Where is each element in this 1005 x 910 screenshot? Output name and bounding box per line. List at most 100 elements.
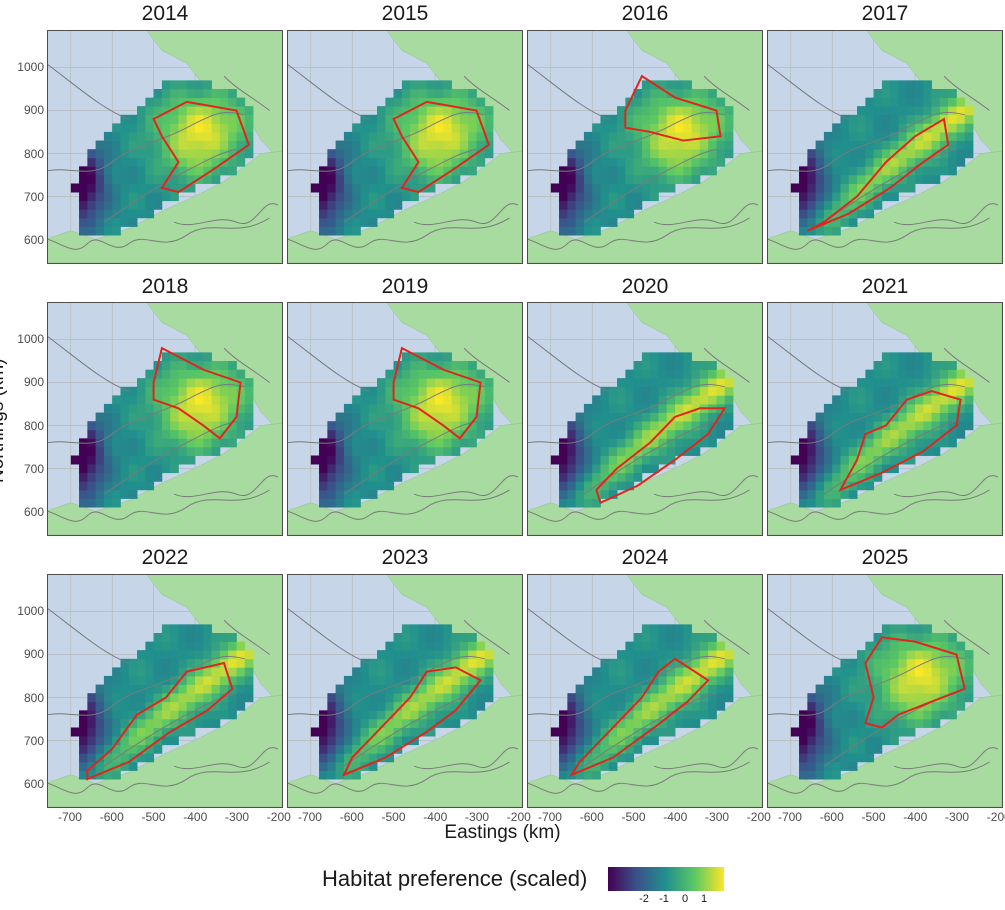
y-tick-label: 900 (23, 103, 44, 118)
preference-cell (170, 166, 179, 176)
preference-cell (923, 421, 932, 431)
preference-cell (385, 395, 395, 405)
preference-cell (401, 684, 411, 694)
preference-cell (103, 131, 113, 141)
preference-cell (343, 140, 353, 150)
preference-cell (658, 727, 668, 737)
preference-cell (410, 412, 419, 422)
preference-cell (385, 718, 395, 728)
preference-cell (70, 727, 80, 737)
preference-cell (161, 395, 171, 405)
preference-cell (360, 675, 370, 685)
x-tick-label: -600 (579, 810, 604, 824)
preference-cell (890, 650, 899, 660)
preference-cell (426, 123, 436, 133)
preference-cell (203, 89, 212, 98)
preference-cell (592, 489, 601, 499)
preference-cell (459, 395, 469, 405)
preference-cell (848, 149, 858, 159)
x-tick-label: -400 (423, 810, 448, 824)
preference-cell (352, 736, 361, 746)
preference-cell (459, 89, 469, 98)
preference-cell (228, 658, 237, 668)
preference-cell (956, 386, 966, 396)
preference-cell (203, 403, 212, 413)
preference-cell (393, 412, 403, 422)
preference-cell (401, 650, 411, 660)
preference-cell (178, 149, 188, 159)
preference-cell (145, 166, 155, 176)
preference-cell (103, 183, 113, 193)
preference-cell (675, 650, 684, 660)
preference-cell (443, 166, 452, 176)
preference-cell (915, 718, 924, 728)
preference-cell (815, 455, 825, 465)
preference-cell (575, 140, 585, 150)
preference-cell (675, 633, 684, 642)
preference-cell (451, 140, 461, 150)
preference-cell (865, 403, 875, 413)
preference-cell (418, 701, 428, 711)
preference-cell (915, 174, 924, 184)
preference-cell (840, 481, 850, 491)
preference-cell (360, 718, 370, 728)
x-tick-label: -400 (663, 810, 688, 824)
preference-cell (592, 395, 601, 405)
preference-cell (195, 641, 204, 651)
preference-cell (939, 106, 949, 116)
preference-cell (890, 684, 899, 694)
preference-cell (476, 650, 486, 660)
preference-cell (170, 658, 179, 668)
preference-cell (633, 140, 643, 150)
preference-cell (161, 80, 171, 90)
preference-cell (244, 395, 254, 405)
preference-cell (476, 641, 486, 651)
preference-cell (128, 684, 138, 694)
preference-cell (368, 481, 378, 491)
preference-cell (683, 352, 692, 362)
preference-cell (186, 455, 196, 465)
preference-cell (435, 633, 444, 642)
preference-cell (600, 744, 610, 754)
preference-cell (617, 481, 626, 491)
preference-cell (435, 89, 444, 98)
preference-cell (600, 217, 610, 227)
depth-contour (823, 148, 957, 223)
preference-cell (161, 192, 171, 202)
preference-cell (153, 97, 163, 107)
preference-cell (170, 149, 179, 159)
preference-cell (898, 650, 908, 660)
preference-cell (641, 658, 651, 668)
preference-cell (343, 472, 353, 482)
preference-cell (923, 395, 932, 405)
preference-cell (161, 412, 171, 422)
depth-contour (768, 761, 990, 794)
preference-cell (617, 693, 626, 703)
preference-cell (186, 641, 196, 651)
preference-cell (898, 421, 908, 431)
preference-cell (244, 131, 254, 141)
preference-cell (923, 710, 932, 720)
preference-cell (666, 641, 676, 651)
preference-cell (178, 140, 188, 150)
depth-contour (174, 203, 279, 226)
preference-cell (691, 89, 701, 98)
preference-cell (840, 412, 850, 422)
preference-cell (666, 701, 676, 711)
preference-cell (956, 701, 966, 711)
preference-cell (592, 421, 601, 431)
preference-cell (203, 157, 212, 167)
preference-cell (368, 131, 378, 141)
preference-cell (186, 718, 196, 728)
preference-cell (873, 684, 883, 694)
preference-cell (410, 727, 419, 737)
preference-cell (840, 464, 850, 474)
preference-cell (211, 361, 221, 370)
preference-cell (675, 140, 684, 150)
preference-cell (120, 753, 130, 763)
preference-cell (343, 403, 353, 413)
preference-cell (857, 403, 866, 413)
preference-cell (120, 403, 130, 413)
preference-cell (948, 710, 957, 720)
preference-cell (633, 114, 643, 124)
